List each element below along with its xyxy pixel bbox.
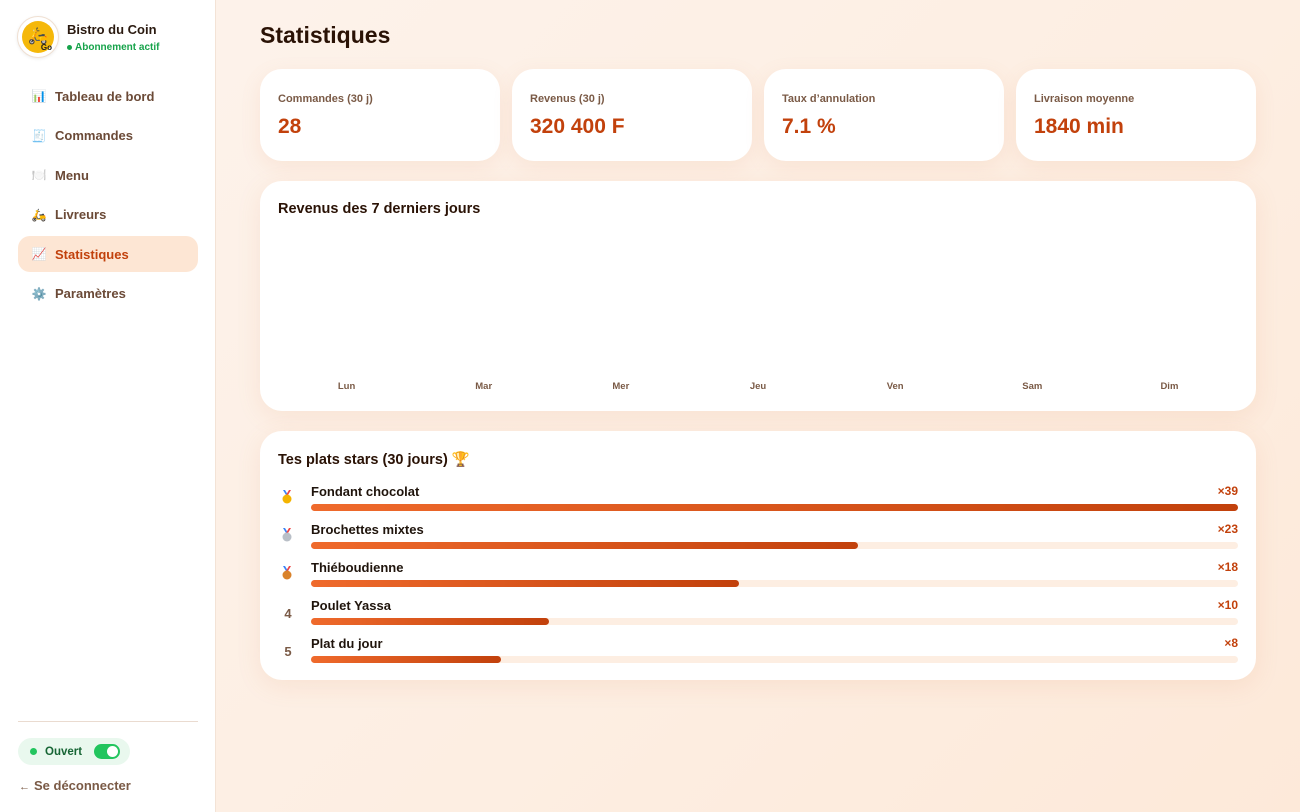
gear-icon: ⚙️ bbox=[31, 286, 47, 301]
dish-bar-track bbox=[311, 618, 1238, 625]
dish-count: ×10 bbox=[1217, 598, 1238, 612]
sidebar-item-label: Livreurs bbox=[55, 207, 107, 223]
kpi-value: 7.1 % bbox=[782, 115, 836, 138]
bar-chart-icon: 📊 bbox=[31, 89, 47, 103]
kpi-label: Taux d’annulation bbox=[782, 93, 876, 105]
x-tick-label: Mar bbox=[475, 381, 492, 392]
list-item: 4 Poulet Yassa ×10 bbox=[278, 598, 1238, 630]
rank-number: 5 bbox=[284, 644, 292, 659]
list-item: 5 Plat du jour ×8 bbox=[278, 636, 1238, 668]
sidebar-item-tableau-de-bord[interactable]: 📊 Tableau de bord bbox=[18, 78, 198, 114]
x-tick-label: Ven bbox=[887, 381, 904, 392]
dish-name: Plat du jour bbox=[311, 636, 383, 651]
trend-chart-icon: 📈 bbox=[31, 247, 47, 262]
dish-bar-fill bbox=[311, 580, 739, 587]
restaurant-name: Bistro du Coin bbox=[67, 21, 157, 37]
list-item: Thiéboudienne ×18 bbox=[278, 560, 1238, 592]
logo-text: Go bbox=[40, 43, 52, 52]
open-switch[interactable] bbox=[94, 744, 121, 759]
sidebar-item-statistiques[interactable]: 📈 Statistiques bbox=[18, 236, 198, 273]
kpi-card-cancellation: Taux d’annulation 7.1 % bbox=[764, 69, 1004, 161]
sidebar-item-parametres[interactable]: ⚙️ Paramètres bbox=[18, 276, 198, 312]
kpi-label: Commandes (30 j) bbox=[278, 93, 373, 105]
dish-bar-track bbox=[311, 656, 1238, 663]
dish-name: Fondant chocolat bbox=[311, 484, 420, 499]
sidebar: 🛵 Go Bistro du Coin Abonnement actif 📊 Ta… bbox=[0, 0, 216, 812]
scooter-icon: 🛵 bbox=[31, 207, 47, 222]
x-tick-label: Dim bbox=[1160, 381, 1178, 392]
arrow-left-icon: ← bbox=[19, 781, 30, 793]
receipt-icon: 🧾 bbox=[31, 128, 47, 143]
kpi-value: 28 bbox=[278, 115, 302, 138]
dish-count: ×39 bbox=[1217, 484, 1238, 498]
kpi-value: 320 400 F bbox=[530, 115, 625, 138]
sidebar-item-commandes[interactable]: 🧾 Commandes bbox=[18, 118, 198, 154]
kpi-value: 1840 min bbox=[1034, 115, 1124, 138]
logout-link[interactable]: ← Se déconnecter bbox=[19, 778, 131, 793]
dish-bar-track bbox=[311, 504, 1238, 511]
subscription-status: Abonnement actif bbox=[67, 42, 159, 53]
sidebar-item-label: Commandes bbox=[55, 128, 134, 144]
rank-number: 4 bbox=[284, 606, 292, 621]
dish-bar-fill bbox=[311, 656, 502, 663]
sidebar-item-label: Statistiques bbox=[55, 246, 129, 262]
kpi-card-delivery-time: Livraison moyenne 1840 min bbox=[1016, 69, 1256, 161]
dish-bar-fill bbox=[311, 504, 1238, 511]
dish-bar-track bbox=[311, 542, 1238, 549]
open-dot-icon bbox=[30, 748, 37, 755]
open-status-toggle[interactable]: Ouvert bbox=[18, 738, 130, 765]
list-item: Brochettes mixtes ×23 bbox=[278, 522, 1238, 554]
bronze-medal-icon bbox=[282, 566, 292, 580]
restaurant-logo: 🛵 Go bbox=[17, 16, 59, 58]
scooter-icon: 🛵 bbox=[28, 28, 48, 45]
brand: 🛵 Go Bistro du Coin Abonnement actif bbox=[17, 16, 159, 58]
sidebar-item-label: Tableau de bord bbox=[55, 88, 155, 104]
kpi-card-revenue: Revenus (30 j) 320 400 F bbox=[512, 69, 752, 161]
gold-medal-icon bbox=[282, 490, 292, 504]
sidebar-divider bbox=[18, 721, 198, 722]
sidebar-item-label: Paramètres bbox=[55, 286, 126, 302]
x-tick-label: Lun bbox=[338, 381, 356, 392]
dish-bar-fill bbox=[311, 618, 549, 625]
sidebar-item-label: Menu bbox=[55, 167, 89, 183]
silver-medal-icon bbox=[282, 528, 292, 542]
x-tick-label: Mer bbox=[612, 381, 629, 392]
sidebar-item-livreurs[interactable]: 🛵 Livreurs bbox=[18, 197, 198, 233]
kpi-label: Livraison moyenne bbox=[1034, 93, 1135, 105]
revenue-chart-title: Revenus des 7 derniers jours bbox=[278, 201, 481, 217]
dish-bar-track bbox=[311, 580, 1238, 587]
revenue-bar-chart: Lun Mar Mer Jeu Ven Sam Dim bbox=[338, 381, 1179, 392]
dish-count: ×8 bbox=[1224, 636, 1238, 650]
sidebar-nav: 📊 Tableau de bord 🧾 Commandes 🍽️ Menu 🛵 Livreur… bbox=[18, 78, 198, 316]
plate-icon: 🍽️ bbox=[31, 168, 47, 183]
sidebar-item-menu[interactable]: 🍽️ Menu bbox=[18, 157, 198, 193]
revenue-chart-card: Revenus des 7 derniers jours Lun Mar Mer Je… bbox=[260, 181, 1256, 411]
subscription-status-label: Abonnement actif bbox=[75, 41, 160, 53]
status-dot-icon bbox=[67, 44, 72, 50]
dish-bar-fill bbox=[311, 542, 858, 549]
dish-count: ×18 bbox=[1217, 560, 1238, 574]
dish-count: ×23 bbox=[1217, 522, 1238, 536]
kpi-card-orders: Commandes (30 j) 28 bbox=[260, 69, 500, 161]
open-status-label: Ouvert bbox=[45, 745, 83, 758]
x-tick-label: Jeu bbox=[750, 381, 767, 392]
logout-label: Se déconnecter bbox=[34, 778, 131, 793]
dish-name: Poulet Yassa bbox=[311, 598, 391, 613]
dish-name: Thiéboudienne bbox=[311, 560, 404, 575]
top-dishes-card: Tes plats stars (30 jours) 🏆 Fondant cho… bbox=[260, 431, 1256, 680]
kpi-label: Revenus (30 j) bbox=[530, 93, 605, 105]
list-item: Fondant chocolat ×39 bbox=[278, 484, 1238, 516]
dish-name: Brochettes mixtes bbox=[311, 522, 424, 537]
page-title: Statistiques bbox=[260, 22, 391, 48]
top-dishes-title: Tes plats stars (30 jours) 🏆 bbox=[278, 452, 470, 468]
x-tick-label: Sam bbox=[1022, 381, 1042, 392]
